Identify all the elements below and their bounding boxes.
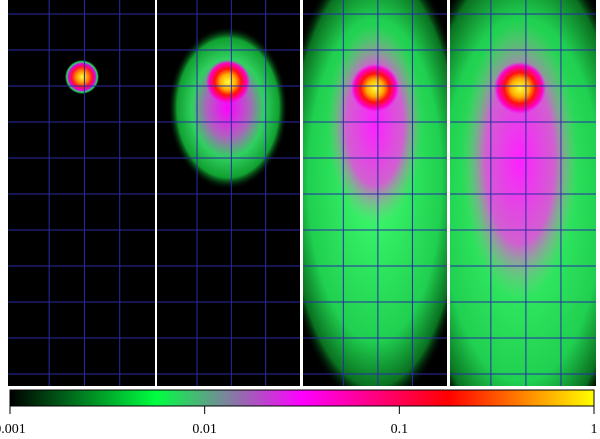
panel-3 [303,0,447,386]
colorbar-tick-label: 0.01 [192,422,217,437]
grid [8,0,596,386]
colorbar-scale [9,389,595,407]
colorbar-tick-label: 0.001 [0,422,26,437]
colorbar-tick-label: 0.1 [391,422,409,437]
panel-1 [8,0,155,386]
panel-2 [157,0,300,386]
colorbar: 0.001 0.01 0.1 1 [0,389,598,437]
colorbar-tick-label: 1 [591,422,598,437]
